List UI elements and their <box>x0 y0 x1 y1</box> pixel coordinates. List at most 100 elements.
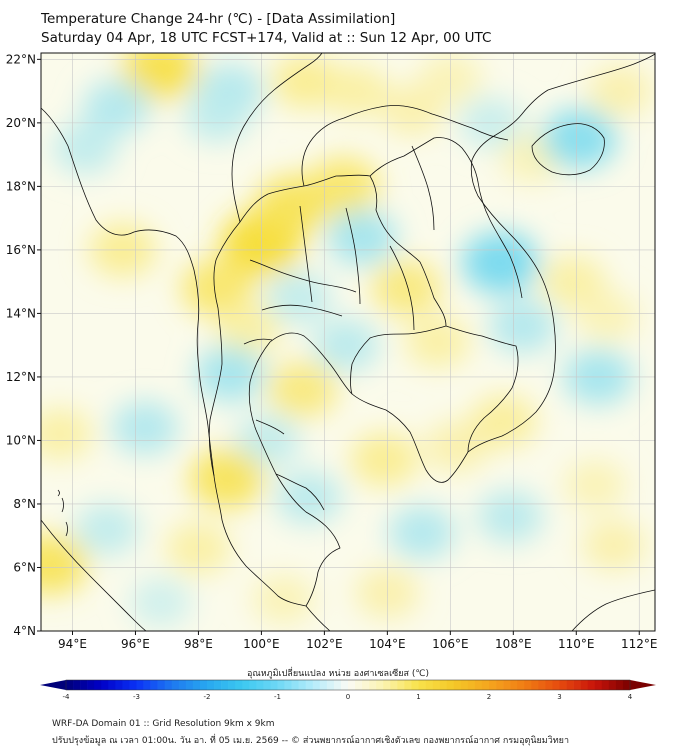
temperature-change-field <box>41 53 653 628</box>
colorbar-cell <box>622 680 631 690</box>
border-thailand-malaysia <box>275 473 325 511</box>
lon-tick-label: 104°E <box>369 637 406 651</box>
colorbar-cell <box>73 680 81 690</box>
colorbar-cell <box>587 680 596 690</box>
field-anomaly-19 <box>327 209 398 266</box>
field-anomaly-35 <box>74 503 140 556</box>
colorbar-min-extension <box>40 680 66 690</box>
field-anomaly-0 <box>121 53 200 100</box>
lat-tick-label: 16°N <box>6 243 36 257</box>
field-anomaly-5 <box>271 54 340 109</box>
colorbar-cell <box>474 680 483 690</box>
colorbar-cell <box>263 680 271 690</box>
colorbar-cell <box>256 680 264 690</box>
field-anomaly-42 <box>388 505 456 560</box>
footer-credit: ปรับปรุงข้อมูล ณ เวลา 01:00น. วัน อา. ที… <box>52 736 570 746</box>
colorbar-cell <box>432 680 440 690</box>
colorbar-cell <box>355 680 363 690</box>
border-myanmar-china <box>231 53 323 223</box>
lon-tick-label: 110°E <box>558 637 595 651</box>
coastline-vietnam <box>467 53 655 453</box>
colorbar-tick-label: -2 <box>204 693 211 701</box>
colorbar-cell <box>496 680 504 690</box>
colorbar-cell <box>524 680 532 690</box>
andaman-islands <box>57 489 68 537</box>
colorbar-cell <box>545 680 553 690</box>
field-anomaly-23 <box>405 316 471 368</box>
coastline-malay-east <box>305 605 331 631</box>
lat-tick-label: 14°N <box>6 306 36 320</box>
colorbar-tick-label: -1 <box>274 693 281 701</box>
field-anomaly-17 <box>216 303 282 356</box>
colorbar-tick-label: 4 <box>628 693 633 701</box>
colorbar-cell <box>369 680 377 690</box>
colorbar-cell <box>573 680 581 690</box>
colorbar-cells <box>40 679 656 691</box>
colorbar-tick-label: 1 <box>416 693 420 701</box>
field-anomaly-29 <box>194 345 265 402</box>
field-anomaly-4 <box>184 90 250 143</box>
colorbar-cell <box>277 680 285 690</box>
colorbar-cell <box>348 680 356 690</box>
colorbar-cell <box>503 680 511 690</box>
colorbar-cell <box>481 680 490 690</box>
colorbar-cell <box>115 680 123 690</box>
colorbar-cell <box>376 680 384 690</box>
colorbar-cell <box>87 680 95 690</box>
colorbar-cell <box>284 680 292 690</box>
lat-tick-label: 22°N <box>6 52 36 66</box>
border-thailand-cambodia <box>350 325 447 395</box>
province-line-3 <box>299 205 313 303</box>
colorbar-cell <box>312 680 321 690</box>
colorbar-cell <box>207 680 215 690</box>
colorbar-cell <box>305 680 314 690</box>
field-anomaly-46 <box>582 519 646 571</box>
lon-tick-label: 96°E <box>121 637 150 651</box>
field-anomaly-32 <box>189 448 265 509</box>
colorbar-cell <box>270 680 278 690</box>
colorbar-cell <box>221 680 229 690</box>
province-line-7 <box>243 338 273 345</box>
field-anomaly-24 <box>461 231 540 294</box>
coastline-hainan <box>531 123 605 176</box>
lat-tick-label: 6°N <box>13 560 36 574</box>
colorbar-cell <box>383 680 391 690</box>
field-anomaly-20 <box>266 271 332 324</box>
border-thailand-laos <box>303 174 447 327</box>
colorbar-tick-label: -4 <box>63 693 71 701</box>
field-anomaly-11 <box>541 108 617 169</box>
field-anomaly-2 <box>52 122 118 175</box>
colorbar-cell <box>164 680 173 690</box>
coastline-sumatra <box>41 519 147 631</box>
colorbar-tick-label: 3 <box>557 693 561 701</box>
colorbar-cell <box>185 680 194 690</box>
colorbar-cell <box>129 680 137 690</box>
province-line-8 <box>255 419 285 435</box>
map-plot-area <box>40 52 656 632</box>
colorbar-cell <box>601 680 610 690</box>
lat-tick-label: 18°N <box>6 179 36 193</box>
lat-tick-label: 8°N <box>13 497 36 511</box>
field-anomaly-16 <box>181 259 254 318</box>
field-anomaly-47 <box>129 577 192 628</box>
colorbar-cell <box>143 680 151 690</box>
colorbar-cell <box>101 680 109 690</box>
colorbar-cell <box>80 680 88 690</box>
colorbar-cell <box>517 680 525 690</box>
colorbar-cell <box>192 680 201 690</box>
colorbar-cell <box>566 680 574 690</box>
coastlines-and-borders <box>41 53 655 631</box>
latitude-axis: 4°N 6°N 8°N 10°N 12°N 14°N 16°N 18°N 20°N 22°N <box>6 52 41 638</box>
colorbar-cell <box>552 680 560 690</box>
colorbar-cell <box>580 680 588 690</box>
colorbar-cell <box>94 680 102 690</box>
colorbar-cell <box>489 680 497 690</box>
colorbar-cell <box>291 680 299 690</box>
footer-model-info: WRF-DA Domain 01 :: Grid Resolution 9km … <box>52 719 275 729</box>
coastline-gulf-of-thailand <box>248 332 469 607</box>
colorbar-cell <box>390 680 398 690</box>
field-anomaly-25 <box>489 299 557 354</box>
colorbar-cell <box>340 680 349 690</box>
colorbar-cell <box>411 680 419 690</box>
